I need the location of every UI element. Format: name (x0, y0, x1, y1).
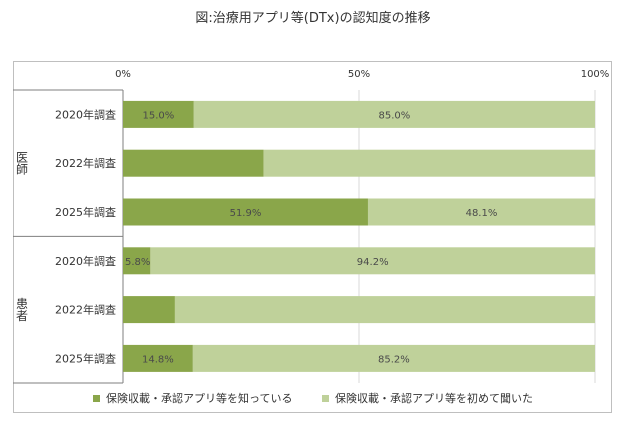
chart-title: 図:治療用アプリ等(DTx)の認知度の推移 (195, 11, 431, 26)
legend-swatch-know (93, 394, 100, 402)
row-label-0-2: 2025年調査 (55, 205, 116, 219)
bar-know-0-1 (123, 149, 264, 177)
tick-label-0: 0% (115, 69, 131, 80)
group-label-1: 患者 (15, 297, 29, 322)
row-label-0-0: 2020年調査 (55, 107, 116, 121)
bar-know-0-2 (123, 198, 368, 226)
data-label-know-1-2: 14.8% (142, 354, 174, 365)
data-label-heard-1-0: 94.2% (357, 257, 389, 268)
data-label-heard-1-2: 85.2% (378, 354, 410, 365)
bar-know-0-0 (123, 100, 194, 128)
row-label-1-1: 2022年調査 (55, 303, 116, 317)
bar-heard-1-0 (150, 247, 595, 275)
bar-know-1-1 (123, 296, 175, 324)
data-label-heard-0-2: 48.1% (466, 208, 498, 219)
bar-know-1-0 (123, 247, 151, 275)
data-label-know-1-0: 5.8% (125, 257, 150, 268)
legend-label-heard: 保険収載・承認アプリ等を初めて聞いた (335, 392, 533, 405)
bar-know-1-2 (123, 344, 193, 372)
data-label-heard-0-0: 85.0% (379, 110, 411, 121)
bar-heard-0-1 (263, 149, 595, 177)
legend-item-know: 保険収載・承認アプリ等を知っている (93, 390, 292, 406)
bar-heard-1-1 (174, 296, 596, 324)
tick-label-2: 100% (581, 69, 610, 80)
tick-label-1: 50% (348, 69, 370, 80)
data-label-know-0-2: 51.9% (230, 208, 262, 219)
row-label-0-1: 2022年調査 (55, 156, 116, 170)
bar-heard-0-0 (193, 100, 596, 128)
data-label-know-0-0: 15.0% (143, 110, 175, 121)
bar-heard-0-2 (367, 198, 595, 226)
legend-item-heard: 保険収載・承認アプリ等を初めて聞いた (322, 390, 533, 406)
row-label-1-0: 2020年調査 (55, 254, 116, 268)
row-label-1-2: 2025年調査 (55, 351, 116, 365)
legend-swatch-heard (322, 394, 329, 402)
bar-heard-1-2 (192, 344, 595, 372)
legend-label-know: 保険収載・承認アプリ等を知っている (106, 392, 293, 405)
chart-frame (13, 61, 612, 413)
group-label-0: 医師 (15, 151, 29, 175)
